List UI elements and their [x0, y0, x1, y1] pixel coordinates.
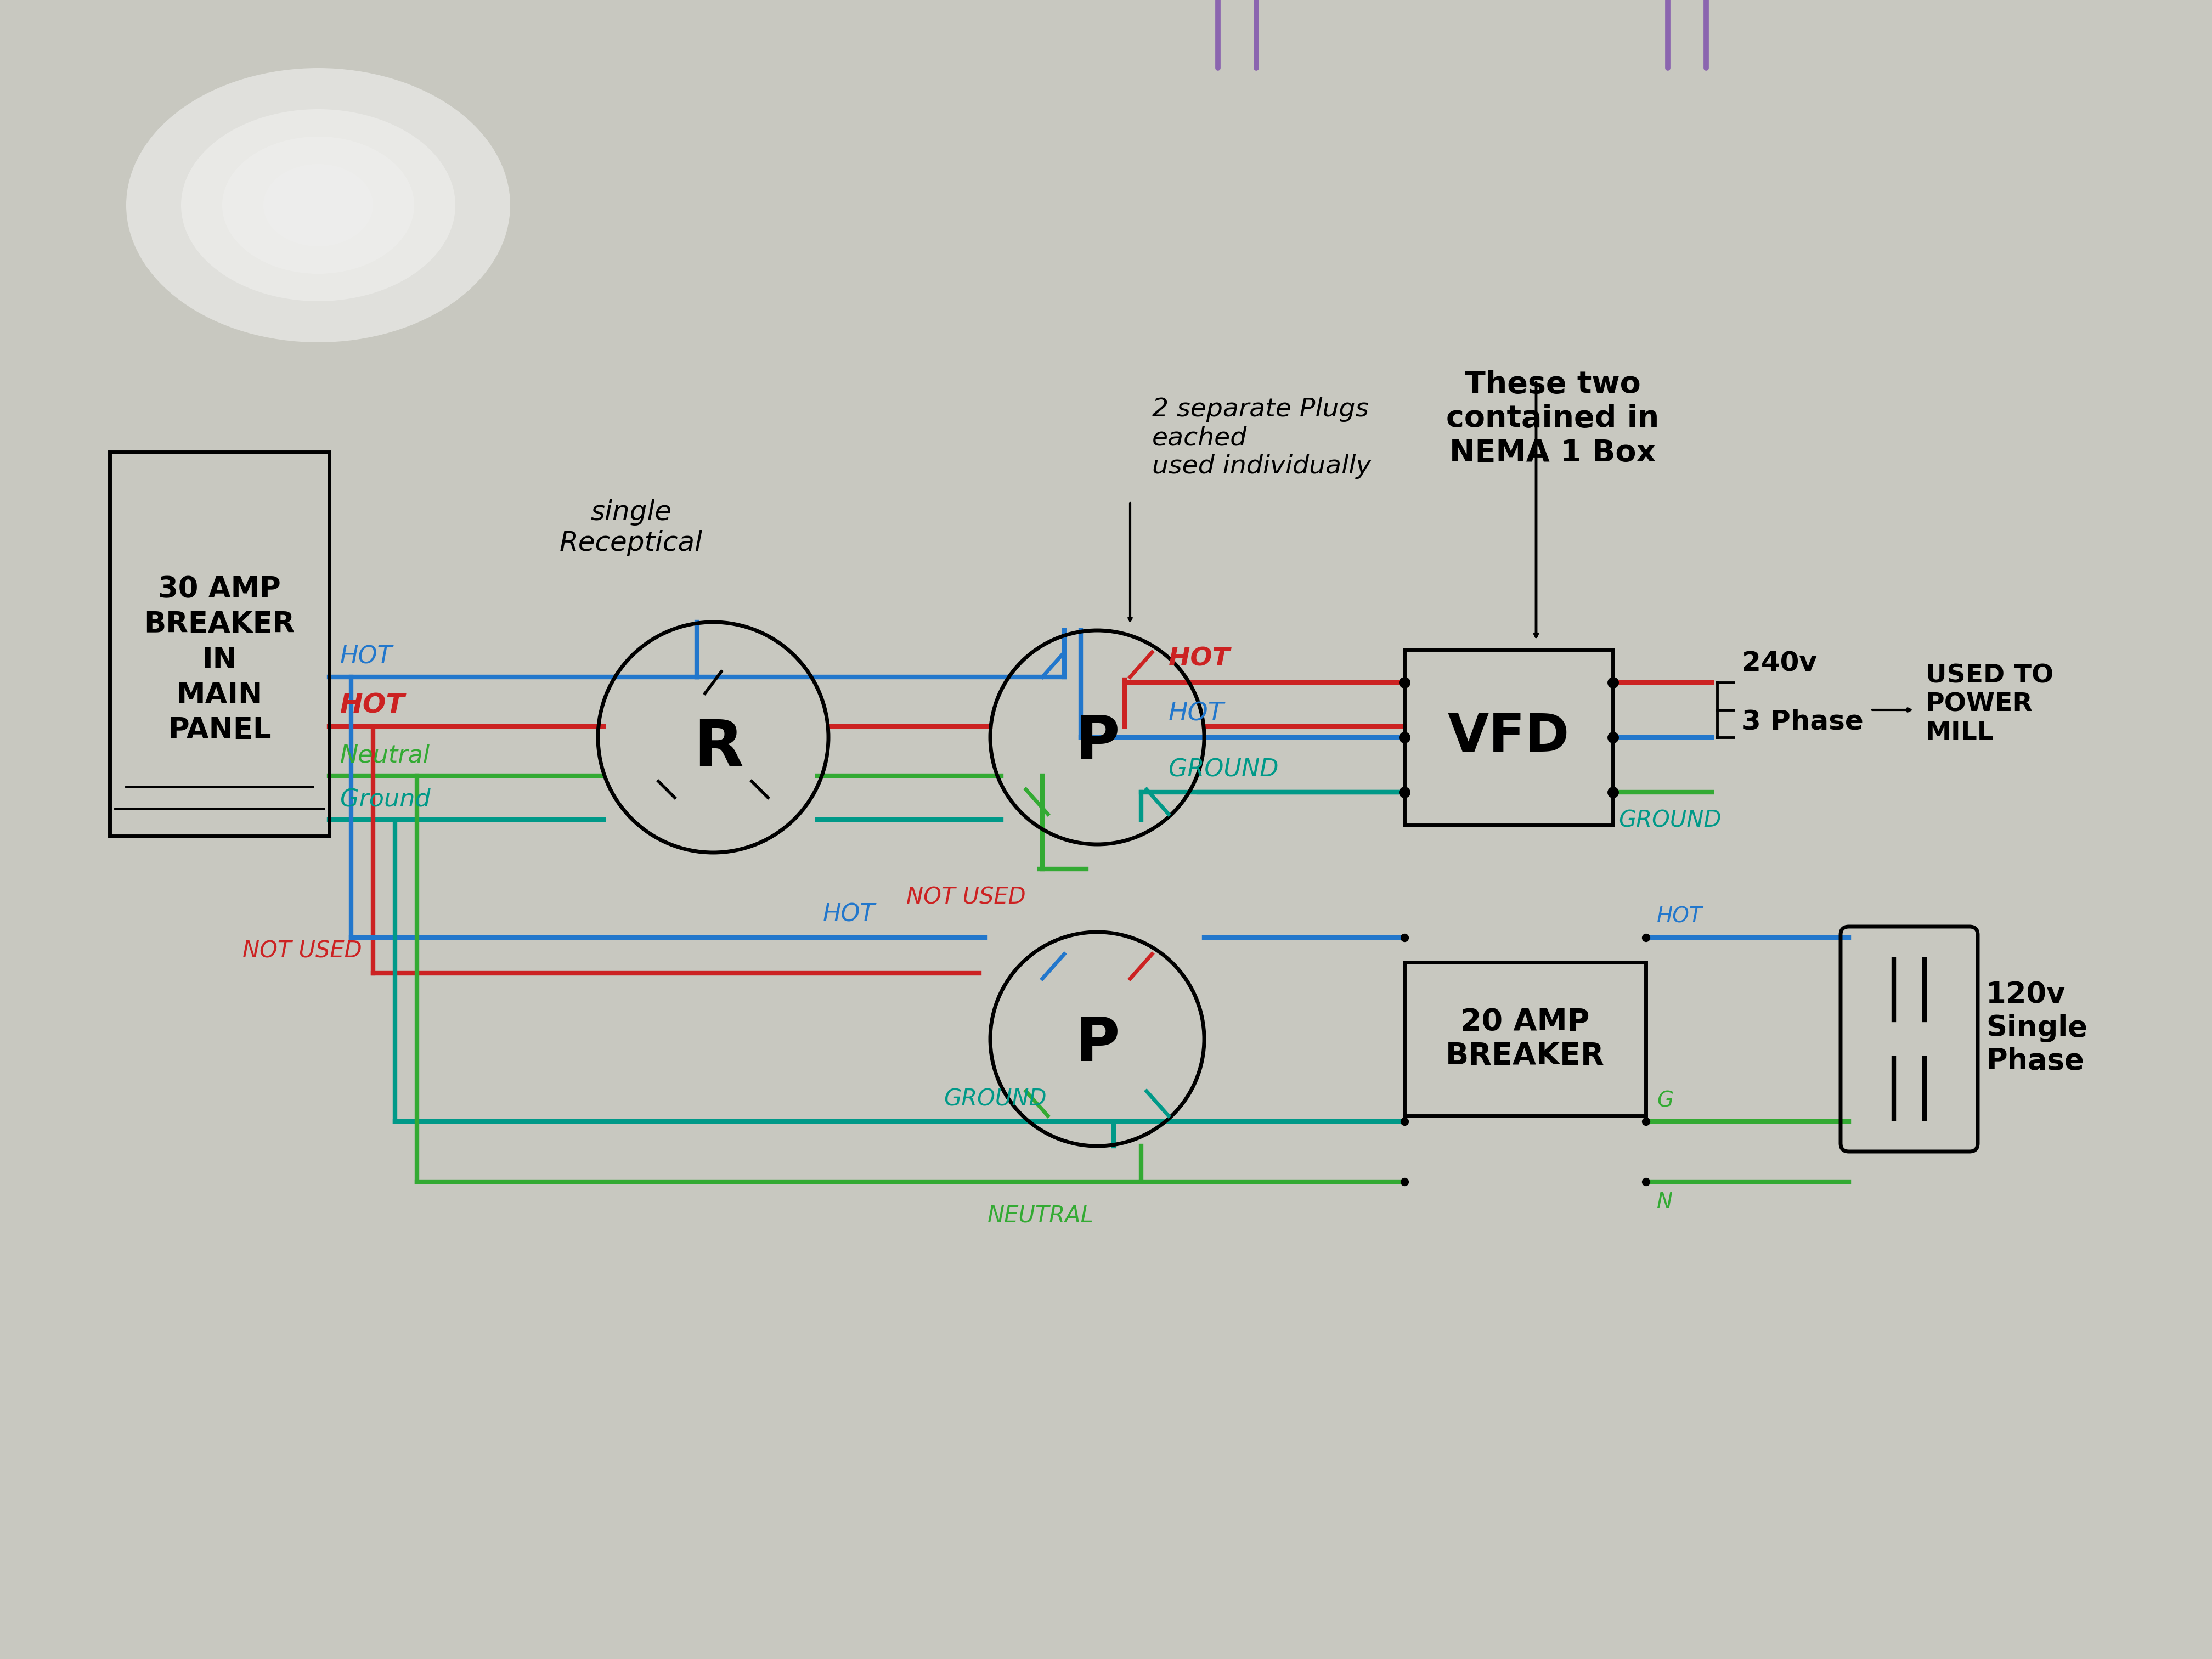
Text: single
Receptical: single Receptical: [560, 499, 703, 556]
Text: HOT: HOT: [823, 902, 876, 927]
Text: R: R: [695, 717, 743, 780]
Text: HOT: HOT: [341, 692, 405, 718]
Text: P: P: [1075, 1015, 1119, 1073]
Text: 3 Phase: 3 Phase: [1741, 708, 1863, 735]
Text: 120v
Single
Phase: 120v Single Phase: [1986, 980, 2088, 1075]
Ellipse shape: [221, 136, 414, 274]
Text: N: N: [1657, 1191, 1672, 1213]
Text: HOT: HOT: [341, 645, 392, 669]
Text: 20 AMP
BREAKER: 20 AMP BREAKER: [1447, 1007, 1604, 1072]
Text: GROUND: GROUND: [1619, 808, 1721, 831]
Text: 2 separate Plugs
eached
used individually: 2 separate Plugs eached used individuall…: [1152, 397, 1371, 479]
Text: USED TO
POWER
MILL: USED TO POWER MILL: [1927, 664, 2053, 745]
Text: VFD: VFD: [1447, 712, 1571, 763]
Text: NOT USED: NOT USED: [907, 886, 1026, 909]
Text: HOT: HOT: [1657, 906, 1703, 927]
Ellipse shape: [126, 68, 511, 342]
Ellipse shape: [263, 164, 374, 246]
Text: P: P: [1075, 713, 1119, 771]
Text: NEUTRAL: NEUTRAL: [987, 1204, 1095, 1226]
Text: HOT: HOT: [1168, 647, 1230, 672]
Text: HOT: HOT: [1168, 702, 1223, 727]
Text: 30 AMP
BREAKER
IN
MAIN
PANEL: 30 AMP BREAKER IN MAIN PANEL: [144, 576, 294, 745]
Text: 240v: 240v: [1741, 650, 1816, 677]
Text: These two
contained in
NEMA 1 Box: These two contained in NEMA 1 Box: [1447, 370, 1659, 468]
Ellipse shape: [181, 109, 456, 302]
Text: Ground: Ground: [341, 788, 431, 811]
Text: G: G: [1657, 1090, 1672, 1112]
Text: GROUND: GROUND: [1168, 758, 1279, 781]
Text: NOT USED: NOT USED: [243, 939, 363, 962]
Text: Neutral: Neutral: [341, 743, 431, 768]
Text: GROUND: GROUND: [945, 1087, 1046, 1110]
